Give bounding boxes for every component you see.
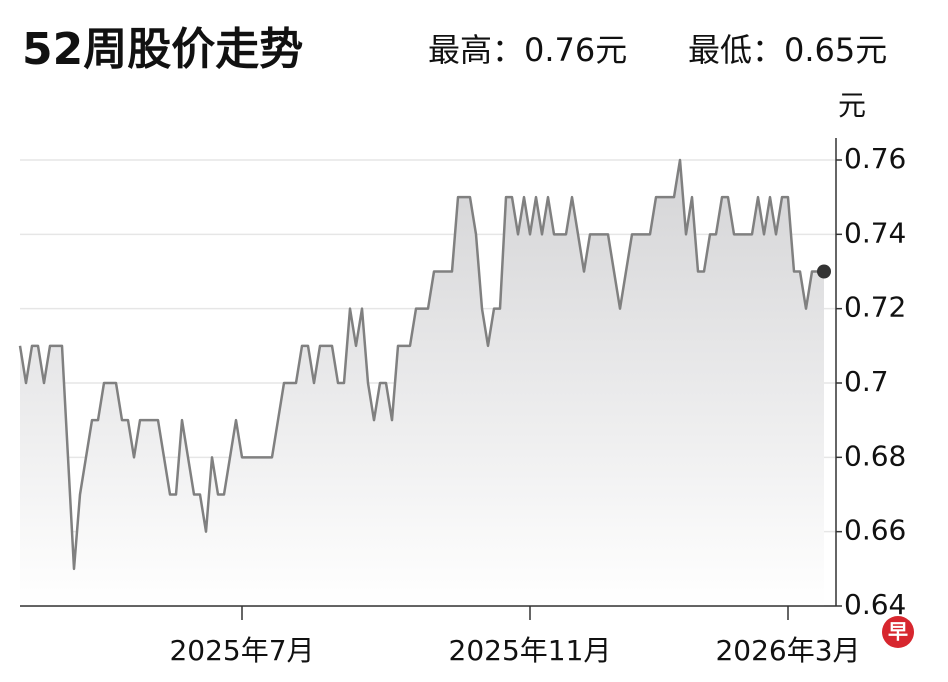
- logo: 早: [888, 620, 908, 644]
- y-tick-label: 0.66: [844, 514, 906, 547]
- high-label: 最高：0.76元: [428, 31, 627, 69]
- x-tick-label: 2025年7月: [169, 634, 314, 667]
- x-tick-label: 2026年3月: [715, 634, 860, 667]
- low-label: 最低：0.65元: [688, 31, 887, 69]
- y-tick-label: 0.76: [844, 142, 906, 175]
- y-tick-label: 0.64: [844, 588, 906, 621]
- last-point: [817, 264, 831, 279]
- y-tick-label: 0.74: [844, 216, 906, 249]
- y-tick-label: 0.72: [844, 291, 906, 324]
- y-axis-label: 元: [838, 89, 866, 122]
- price-line: [18, 158, 824, 571]
- y-tick-label: 0.68: [844, 439, 906, 472]
- y-tick-label: 0.7: [844, 365, 889, 398]
- chart-title: 52周股价走势: [22, 24, 303, 75]
- x-tick-label: 2025年11月: [449, 634, 612, 667]
- logo-badge: [882, 616, 914, 648]
